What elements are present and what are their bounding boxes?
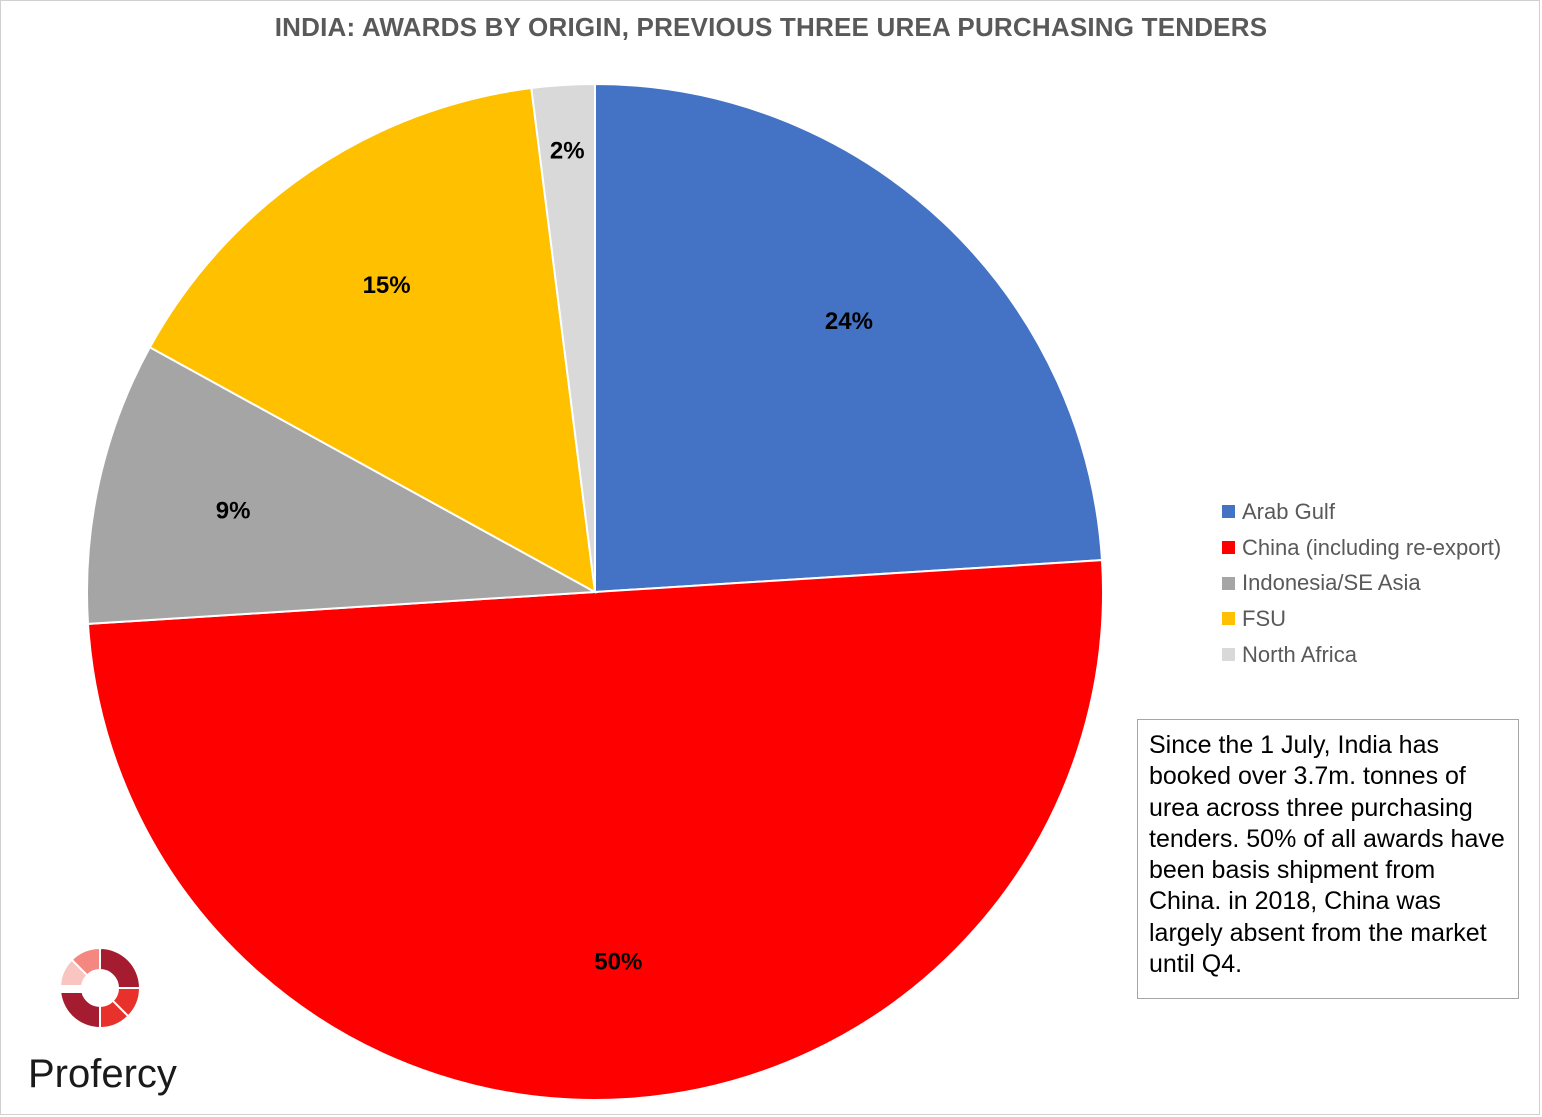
profercy-logo-icon (58, 946, 142, 1030)
legend-swatch (1222, 576, 1235, 590)
legend-label: Indonesia/SE Asia (1242, 570, 1421, 596)
data-label: 9% (216, 498, 251, 525)
legend-item-north-africa: North Africa (1222, 637, 1501, 673)
logo-segment (70, 946, 101, 977)
logo-segment (99, 946, 142, 989)
data-label: 24% (825, 308, 873, 335)
chart-legend: Arab Gulf China (including re-export) In… (1222, 494, 1501, 672)
legend-label: China (including re-export) (1242, 534, 1502, 560)
legend-label: FSU (1242, 605, 1286, 631)
data-label: 50% (594, 949, 642, 976)
pie-slice-china-including-re-export (86, 559, 1104, 1101)
logo-segment (58, 987, 101, 1030)
legend-item-indonesia: Indonesia/SE Asia (1222, 565, 1501, 601)
legend-swatch (1222, 541, 1235, 555)
legend-item-china: China (including re-export) (1222, 530, 1501, 566)
brand-name: Profercy (28, 1052, 177, 1096)
legend-item-fsu: FSU (1222, 601, 1501, 637)
legend-swatch (1222, 648, 1235, 662)
logo-gap (58, 985, 86, 993)
legend-swatch (1222, 612, 1235, 626)
data-label: 15% (363, 272, 411, 299)
legend-swatch (1222, 505, 1235, 519)
legend-label: North Africa (1242, 641, 1357, 667)
annotation-note: Since the 1 July, India has booked over … (1137, 719, 1519, 999)
pie-slice-fsu (148, 86, 597, 594)
legend-item-arab-gulf: Arab Gulf (1222, 494, 1501, 530)
pie-slice-indonesia-se-asia (86, 345, 599, 625)
pie-slice-north-africa (530, 82, 596, 593)
pie-slice-arab-gulf (594, 82, 1104, 594)
legend-label: Arab Gulf (1242, 498, 1335, 524)
chart-title: INDIA: AWARDS BY ORIGIN, PREVIOUS THREE … (274, 12, 1268, 42)
data-label: 2% (550, 137, 585, 164)
